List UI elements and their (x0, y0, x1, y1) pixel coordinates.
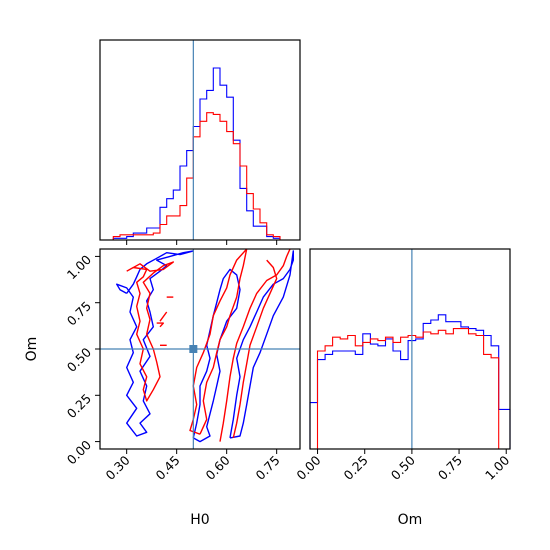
hist-H0-series-1-step (100, 112, 300, 241)
contour-lines (115, 249, 294, 443)
contour-H0-Om-ytick-label: 0.75 (64, 298, 94, 328)
h0-histogram-frame (99, 39, 301, 241)
hist-Om-series-0-step (309, 314, 511, 449)
hist-Om-xtick-label: 1.00 (482, 452, 512, 482)
contour-series-0-line-0 (115, 250, 195, 437)
contour-H0-Om-xtick-label: 0.75 (252, 453, 282, 483)
contour-series-0-line-1 (192, 268, 241, 443)
contour-series-1-line-4 (159, 311, 168, 322)
contour-H0-Om-xtick-label: 0.30 (102, 452, 132, 482)
hist-Om-xtick-label: 0.75 (435, 453, 465, 483)
contour-H0-Om-ytick-label: 0.50 (64, 344, 94, 374)
x-axis-label-om: Om (398, 512, 423, 528)
contour-series-1-line-0 (126, 261, 175, 402)
om-histogram-panel: 0.00 0.25 0.50 0.75 1.00 Om (293, 248, 512, 528)
contour-series-1-line-5 (189, 249, 248, 435)
hist-Om-series-1-step (310, 328, 510, 450)
x-axis-label-h0: H0 (190, 512, 209, 528)
contour-H0-Om-xtick-label: 0.60 (202, 452, 232, 482)
h0-om-contour-panel: 0.30 0.45 0.60 0.75 0.00 0.25 0.50 0.75 1.00 H0 Om (24, 248, 301, 528)
hist-Om-xtick-label: 0.00 (293, 452, 323, 482)
hist-Om-xtick-label: 0.50 (388, 452, 418, 482)
contour-H0-Om-ytick-label: 0.00 (64, 437, 94, 467)
contour-H0-Om-ytick-label: 0.25 (64, 391, 94, 421)
om-histogram-frame (309, 248, 511, 450)
contour-H0-Om-xtick-label: 0.45 (152, 453, 182, 483)
hist-Om-xtick-label: 0.25 (341, 453, 371, 483)
truth-marker (189, 345, 198, 353)
y-axis-label-om: Om (24, 337, 40, 362)
contour-H0-Om-ytick-label: 1.00 (64, 252, 94, 282)
contour-series-1-line-6 (219, 249, 291, 442)
hist-H0-series-0-step (100, 67, 300, 241)
contour-series-1-line-2 (156, 322, 165, 328)
contour-series-1-line-7 (232, 259, 278, 439)
h0-histogram-panel (99, 39, 301, 245)
contour-series-0-line-2 (229, 250, 294, 439)
